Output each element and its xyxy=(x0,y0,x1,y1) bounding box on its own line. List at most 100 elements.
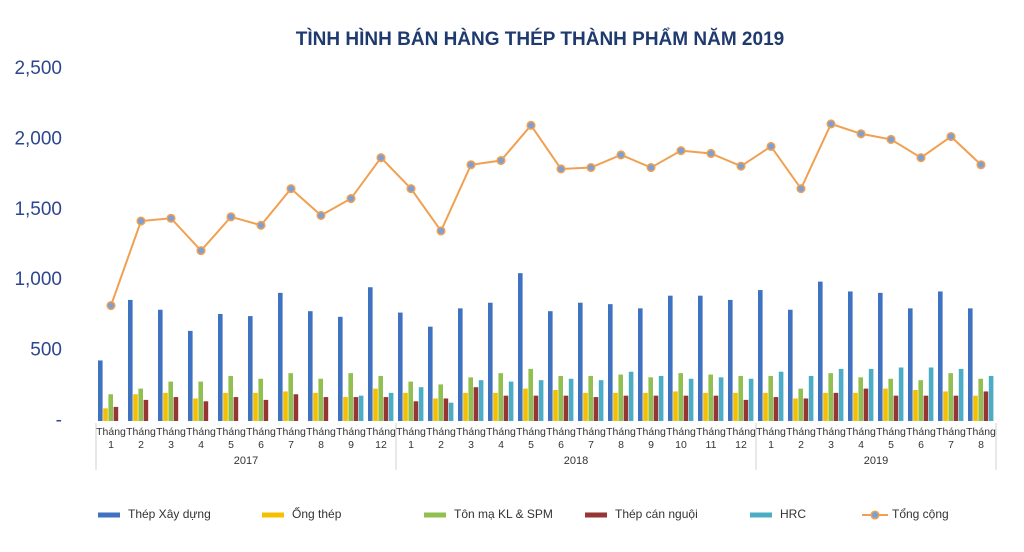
bar xyxy=(128,299,133,421)
bar xyxy=(953,395,959,421)
bar xyxy=(468,377,473,421)
bar xyxy=(563,395,569,421)
bar xyxy=(293,394,299,421)
bar xyxy=(943,391,948,421)
group-label: 2019 xyxy=(864,455,888,467)
x-tick-label: Tháng 5 xyxy=(216,426,246,451)
group-label: 2018 xyxy=(564,455,588,467)
bar xyxy=(653,395,659,421)
bar xyxy=(228,375,233,421)
bar xyxy=(793,398,798,421)
bar xyxy=(768,375,773,421)
line-marker xyxy=(496,155,506,166)
bar xyxy=(98,360,103,421)
bar xyxy=(688,378,694,421)
bar xyxy=(553,390,558,421)
bar xyxy=(703,392,708,421)
line-marker xyxy=(316,210,326,220)
bar xyxy=(788,309,793,421)
y-tick-label: - xyxy=(56,410,62,431)
bar xyxy=(498,373,503,421)
y-tick-label: 2,000 xyxy=(14,128,62,149)
line-marker xyxy=(136,216,146,226)
bar xyxy=(258,378,263,421)
bar xyxy=(913,390,918,421)
bar xyxy=(318,378,323,421)
x-tick-label: Tháng 1 xyxy=(96,426,126,451)
bar xyxy=(893,395,899,421)
bar xyxy=(138,388,143,421)
line-marker xyxy=(736,161,746,171)
bar xyxy=(388,392,394,421)
bar xyxy=(373,388,378,421)
line-marker xyxy=(976,160,986,170)
x-tick-label: Tháng 3 xyxy=(816,426,846,451)
bar xyxy=(928,367,934,421)
bar xyxy=(888,378,893,421)
bar xyxy=(253,392,258,421)
x-tick-label: Tháng 6 xyxy=(906,426,936,451)
bar xyxy=(433,398,438,421)
bar xyxy=(588,375,593,421)
bar xyxy=(608,304,613,421)
bar xyxy=(168,381,173,421)
legend-label: Tôn mạ KL & SPM xyxy=(454,507,553,521)
bar xyxy=(823,392,828,421)
bar xyxy=(618,374,623,421)
line-marker xyxy=(646,163,656,173)
line-marker xyxy=(796,184,806,194)
bar xyxy=(983,391,989,421)
y-tick-label: 1,000 xyxy=(14,269,62,290)
bar xyxy=(808,375,814,421)
x-tick-label: Tháng 8 xyxy=(306,426,336,451)
bar xyxy=(648,377,653,421)
bar xyxy=(248,316,253,421)
bar xyxy=(223,392,228,421)
bar xyxy=(818,281,823,421)
x-tick-label: Tháng 4 xyxy=(186,426,216,451)
bar xyxy=(568,378,574,421)
bar xyxy=(233,397,239,421)
bar xyxy=(378,375,383,421)
line-marker xyxy=(346,193,356,204)
bar xyxy=(478,380,484,421)
bar xyxy=(738,375,743,421)
bar xyxy=(938,291,943,421)
bar xyxy=(353,397,359,421)
x-tick-label: Tháng 1 xyxy=(396,426,426,451)
line-marker xyxy=(526,120,536,130)
bar xyxy=(898,367,904,421)
bar xyxy=(968,308,973,421)
legend-swatch xyxy=(870,510,880,520)
bar xyxy=(718,377,724,421)
bar xyxy=(133,394,138,421)
line-marker xyxy=(676,146,686,156)
bar xyxy=(713,395,719,421)
y-tick-label: 2,500 xyxy=(14,58,62,79)
bar xyxy=(308,311,313,421)
bar xyxy=(778,371,784,421)
line-marker xyxy=(886,134,896,144)
bar xyxy=(973,395,978,421)
bar xyxy=(383,397,389,421)
bar xyxy=(198,381,203,421)
bar xyxy=(188,330,193,421)
bar xyxy=(143,399,149,421)
bar xyxy=(313,392,318,421)
bar xyxy=(773,397,779,421)
x-tick-label: Tháng 12 xyxy=(366,426,396,451)
line-marker xyxy=(706,148,716,159)
line-marker xyxy=(916,153,926,163)
bar xyxy=(438,384,443,421)
bar xyxy=(283,391,288,421)
legend-swatch xyxy=(750,512,772,518)
legend-label: Thép Xây dựng xyxy=(128,507,211,521)
bar xyxy=(173,397,179,421)
x-tick-label: Tháng 2 xyxy=(426,426,456,451)
line-marker xyxy=(466,160,476,170)
bar xyxy=(593,397,599,421)
bar xyxy=(113,406,119,421)
line-marker xyxy=(286,184,296,194)
line-marker xyxy=(406,184,416,194)
